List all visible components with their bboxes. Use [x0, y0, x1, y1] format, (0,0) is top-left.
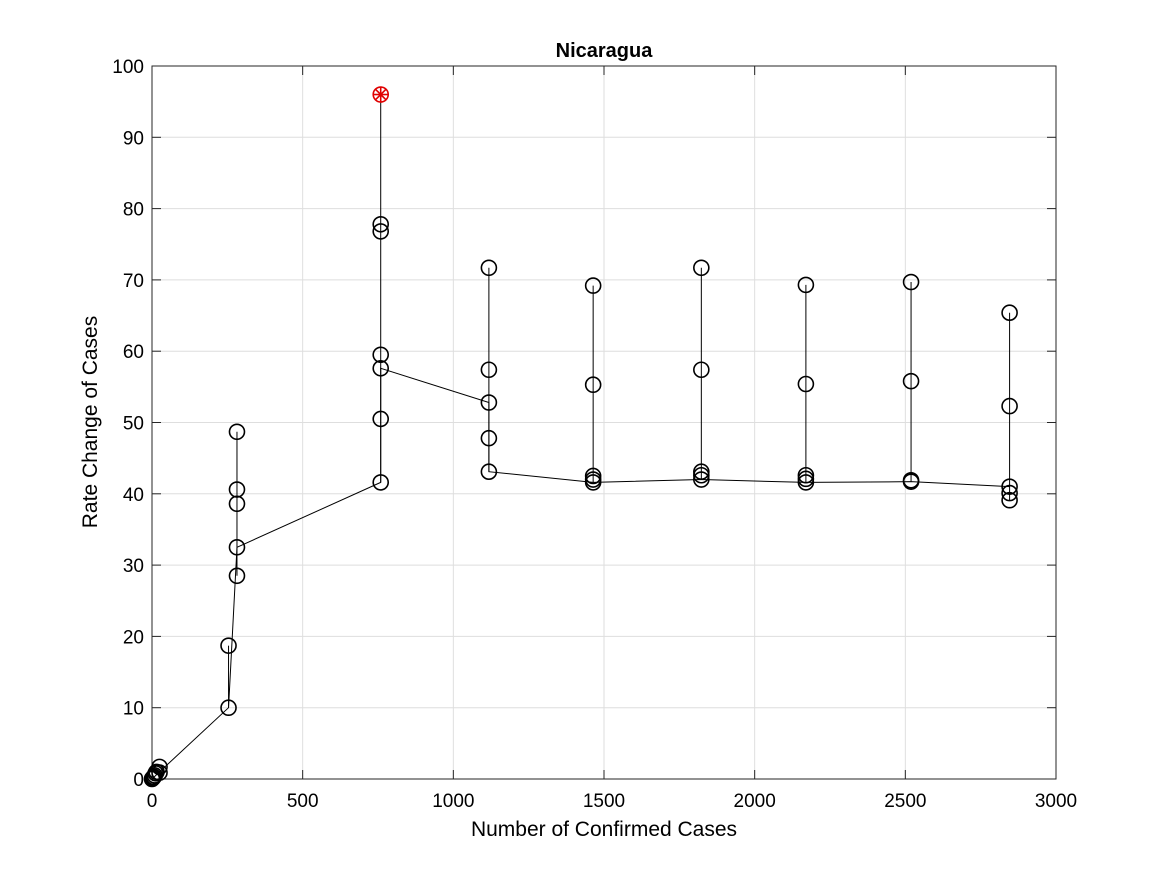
- data-point: [902, 273, 920, 291]
- data-point: [480, 259, 498, 277]
- data-point: [693, 463, 710, 480]
- data-point: [480, 394, 498, 411]
- data-point: [1001, 397, 1018, 415]
- data-point: [693, 259, 710, 277]
- data-point: [797, 474, 815, 491]
- data-point: [480, 429, 498, 447]
- data-point: [797, 375, 815, 393]
- data-point: [797, 470, 815, 488]
- data-point: [584, 277, 602, 294]
- x-tick-label: 0: [147, 791, 158, 812]
- data-point: [902, 471, 920, 489]
- data-point: [693, 466, 710, 484]
- data-point: [584, 471, 602, 488]
- data-point: [372, 410, 390, 428]
- data-point: [902, 372, 920, 390]
- y-tick-labels: 0 10 20 30 40 50 60 70 80 90 100: [112, 57, 144, 791]
- y-tick-label: 60: [123, 342, 144, 363]
- y-tick-label: 100: [112, 57, 144, 78]
- data-point: [228, 567, 246, 585]
- x-tick-label: 1000: [432, 791, 474, 812]
- x-tick-label: 3000: [1035, 791, 1077, 812]
- data-point: [151, 758, 168, 776]
- data-point: [228, 423, 246, 441]
- chart-title: Nicaragua: [556, 40, 654, 62]
- y-tick-label: 90: [123, 128, 144, 149]
- data-point: [372, 223, 390, 240]
- x-tick-label: 500: [287, 791, 319, 812]
- data-point: [797, 466, 815, 484]
- data-point: [480, 361, 498, 379]
- data-point: [1001, 491, 1018, 509]
- y-tick-label: 50: [123, 414, 144, 435]
- data-point: [797, 276, 815, 294]
- y-tick-label: 40: [123, 485, 144, 506]
- data-point: [228, 538, 246, 556]
- data-point: [1001, 304, 1018, 321]
- data-points: [143, 215, 1018, 788]
- y-tick-label: 30: [123, 556, 144, 577]
- y-tick-label: 10: [123, 699, 144, 720]
- data-point: [693, 361, 710, 379]
- data-point: [151, 764, 168, 781]
- data-point: [220, 699, 237, 717]
- data-point: [220, 637, 237, 654]
- data-point: [372, 474, 390, 491]
- tick-marks: [151, 65, 1057, 780]
- data-point: [480, 463, 498, 480]
- x-tick-label: 2500: [884, 791, 926, 812]
- x-tick-label: 2000: [734, 791, 776, 812]
- data-point: [1001, 484, 1018, 502]
- data-point: [1001, 478, 1018, 495]
- data-point: [228, 481, 246, 498]
- x-tick-labels: 0 500 1000 1500 2000 2500 3000: [147, 791, 1077, 812]
- y-tick-label: 20: [123, 627, 144, 648]
- y-tick-label: 80: [123, 200, 144, 221]
- y-axis-label: Rate Change of Cases: [79, 316, 102, 528]
- highlight-marker: [372, 86, 390, 103]
- y-tick-label: 70: [123, 271, 144, 292]
- highlight-star-stroke: [374, 88, 387, 101]
- data-point: [372, 360, 390, 377]
- data-point: [584, 376, 602, 394]
- x-axis-label: Number of Confirmed Cases: [471, 818, 737, 841]
- data-point: [693, 471, 710, 488]
- y-tick-label: 0: [133, 770, 144, 791]
- data-point: [584, 467, 602, 485]
- x-tick-label: 1500: [583, 791, 625, 812]
- data-point: [372, 346, 390, 364]
- data-point: [372, 215, 390, 233]
